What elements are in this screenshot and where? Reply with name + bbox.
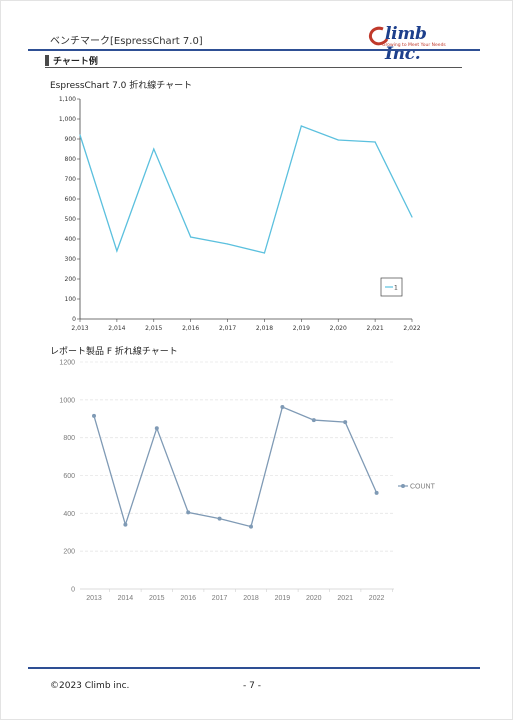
chart1-data-point [79, 134, 81, 136]
chart1-y-tick-label: 300 [65, 256, 77, 263]
chart2-title: レポート製品 F 折れ線チャート [50, 347, 178, 357]
chart2-y-tick-label: 0 [71, 587, 75, 594]
chart2-data-point [280, 405, 285, 410]
chart2-y-tick-label: 1000 [59, 397, 75, 404]
chart1-y-tick-label: 400 [65, 236, 77, 243]
header-title: ベンチマーク[EspressChart 7.0] [50, 36, 203, 47]
chart2-data-point [249, 524, 253, 529]
chart1-data-point [374, 141, 376, 143]
chart1-x-tick-label: 2,013 [71, 325, 88, 332]
chart2-x-tick-label: 2013 [86, 595, 102, 602]
chart2-x-tick-label: 2016 [180, 595, 196, 602]
chart1-y-tick-label: 500 [65, 216, 77, 223]
chart1-x-tick-label: 2,015 [145, 325, 162, 332]
chart2-legend-marker [401, 484, 405, 488]
chart1-legend-label: 1 [394, 285, 398, 292]
chart1-y-tick-label: 1,000 [59, 116, 76, 123]
section-title: チャート例 [53, 57, 98, 67]
chart1-data-point [116, 250, 118, 252]
chart1-data-point [153, 148, 155, 150]
chart1-data-point [337, 139, 339, 141]
chart1-x-tick-label: 2,022 [403, 325, 420, 332]
chart2-data-point [186, 510, 191, 515]
section-marker [45, 55, 49, 66]
chart2-x-tick-label: 2014 [118, 595, 134, 602]
footer-copyright: ©2023 Climb inc. [50, 681, 130, 691]
chart1-y-tick-label: 900 [65, 136, 77, 143]
chart2-x-tick-label: 2020 [306, 595, 322, 602]
chart1-series-line [79, 125, 413, 254]
chart2-x-tick-label: 2022 [369, 595, 385, 602]
chart2-legend-label: COUNT [410, 484, 436, 491]
chart2-x-tick-label: 2015 [149, 595, 165, 602]
chart2-y-tick-label: 600 [63, 473, 75, 480]
chart2-data-point [123, 522, 128, 527]
chart2-data-point [374, 490, 379, 495]
chart1-y-tick-label: 1,100 [59, 96, 76, 103]
chart2-x-tick-label: 2019 [275, 595, 291, 602]
chart2-x-tick-label: 2018 [243, 595, 259, 602]
chart2-y-tick-label: 800 [63, 435, 75, 442]
logo-tagline: Growing to Meet Your Needs [382, 43, 446, 48]
chart2-y-tick-label: 1200 [59, 360, 75, 367]
chart2-data-point [343, 420, 348, 425]
chart1-y-tick-label: 700 [65, 176, 77, 183]
chart2-x-tick-label: 2017 [212, 595, 228, 602]
chart1-y-tick-label: 600 [65, 196, 77, 203]
chart2-data-point [154, 426, 159, 431]
chart1-x-tick-label: 2,021 [367, 325, 384, 332]
section-heading: チャート例 [45, 54, 462, 68]
header-rule [28, 49, 480, 51]
chart1-x-tick-label: 2,018 [256, 325, 273, 332]
chart2-y-tick-label: 200 [63, 549, 75, 556]
chart1-x-tick-label: 2,017 [219, 325, 236, 332]
chart2-x-tick-label: 2021 [337, 595, 353, 602]
chart1-x-tick-label: 2,016 [182, 325, 199, 332]
page-number: - 7 - [243, 681, 261, 691]
chart2-series-line [93, 406, 378, 528]
chart2-data-point [217, 516, 222, 521]
chart1-data-point [263, 252, 266, 254]
footer-rule [28, 667, 480, 669]
chart1-y-tick-label: 200 [65, 276, 77, 283]
chart1-data-point [226, 243, 229, 245]
chart2-data-point [92, 413, 96, 418]
chart2-y-tick-label: 400 [63, 511, 75, 518]
chart1-x-tick-label: 2,014 [108, 325, 125, 332]
chart2-data-point [311, 418, 316, 423]
chart1-x-tick-label: 2,019 [293, 325, 310, 332]
chart1-y-tick-label: 0 [72, 316, 76, 323]
logo-swoosh-icon [369, 26, 389, 46]
chart1-title: EspressChart 7.0 折れ線チャート [50, 81, 193, 91]
chart1-x-tick-label: 2,020 [330, 325, 347, 332]
chart1-data-point [411, 216, 413, 218]
chart1-y-tick-label: 100 [65, 296, 77, 303]
chart1-y-tick-label: 800 [65, 156, 77, 163]
chart1-data-point [300, 125, 302, 127]
chart1-data-point [190, 236, 192, 238]
